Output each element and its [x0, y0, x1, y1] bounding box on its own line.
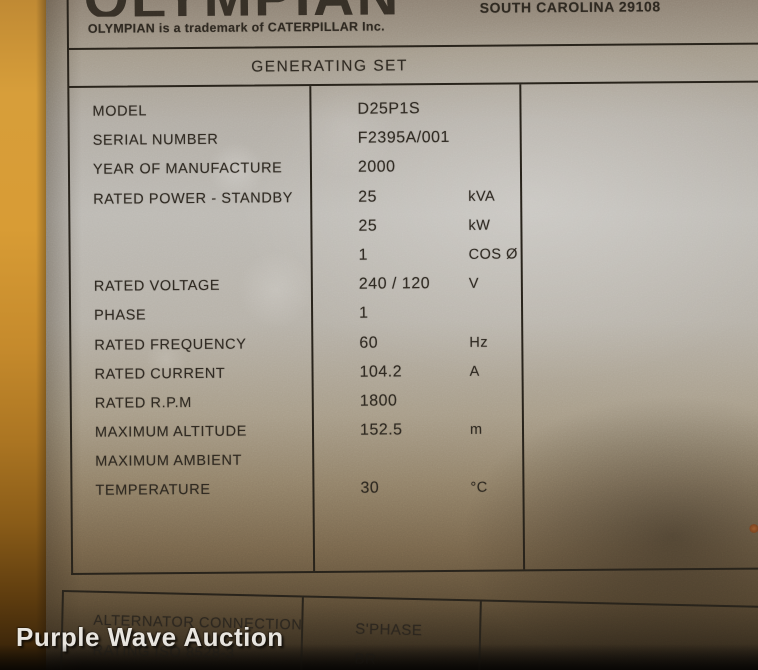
spec-unit: °C [470, 480, 488, 497]
plate-title: GENERATING SET [251, 57, 409, 76]
spec-unit: A [469, 363, 480, 380]
spec-value: 104.2 [359, 363, 403, 381]
spec-label: MAXIMUM AMBIENT [95, 452, 243, 471]
spec-label: PHASE [94, 307, 147, 325]
spec-unit: V [468, 275, 480, 292]
spec-label: TEMPERATURE [95, 482, 211, 500]
spec-value: D25P1S [357, 100, 421, 118]
spec-label: RATED VOLTAGE [93, 277, 221, 295]
spec-label: MODEL [92, 103, 148, 120]
spec-value: 25 [358, 188, 378, 206]
spec-value: 60 [359, 334, 379, 352]
metal-nameplate: OLYMPIAN OLYMPIAN is a trademark of CATE… [46, 0, 758, 670]
rust-spot [749, 524, 758, 533]
spec-unit: kW [468, 217, 491, 234]
spec-unit: Hz [469, 334, 489, 351]
address-line: SOUTH CAROLINA 29108 [479, 0, 661, 16]
spec-label: RATED CURRENT [94, 365, 226, 383]
spec-value: 1 [358, 246, 369, 264]
spec-label: SERIAL NUMBER [92, 131, 219, 149]
spec-unit: m [469, 421, 483, 438]
plate-header: OLYMPIAN OLYMPIAN is a trademark of CATE… [46, 0, 758, 50]
spec-rows: MODEL D25P1S SERIAL NUMBER F2395A/001 YEAR… [69, 94, 758, 508]
spec-label: MAXIMUM ALTITUDE [94, 423, 248, 441]
spec-table: MODEL D25P1S SERIAL NUMBER F2395A/001 YEAR… [67, 82, 758, 575]
plate-left-border [66, 0, 70, 50]
spec-unit: COS Ø [468, 246, 518, 263]
auction-watermark: Purple Wave Auction [16, 622, 284, 652]
spec-value: F2395A/001 [357, 129, 450, 147]
spec-value: 152.5 [359, 421, 403, 439]
olympian-logo: OLYMPIAN [84, 0, 464, 17]
spec-label: RATED R.P.M [94, 394, 192, 412]
spec-value: 2000 [357, 158, 396, 177]
generating-set-title-box: GENERATING SET [66, 42, 758, 88]
spec-value: 1 [359, 304, 369, 323]
spec-value: 25 [358, 217, 378, 235]
spec-label: RATED FREQUENCY [94, 336, 247, 354]
generator-body-panel [0, 0, 52, 670]
spec-label: YEAR OF MANUFACTURE [92, 160, 283, 179]
spec-value: 1800 [359, 392, 398, 410]
plate-body: GENERATING SET MODEL D25P1S SERIAL NUMBER… [46, 42, 758, 578]
spec-row: TEMPERATURE 30 °C [72, 474, 758, 509]
spec-unit: kVA [468, 188, 496, 205]
olympian-logo-text: OLYMPIAN [84, 0, 464, 17]
trademark-line: OLYMPIAN is a trademark of CATERPILLAR I… [87, 19, 385, 36]
spec-value: BR [354, 650, 377, 669]
spec-label: RATED POWER - STANDBY [93, 189, 294, 208]
spec-value: 240 / 120 [358, 275, 431, 293]
spec-value: S'PHASE [354, 620, 423, 640]
spec-value: 30 [360, 479, 380, 498]
